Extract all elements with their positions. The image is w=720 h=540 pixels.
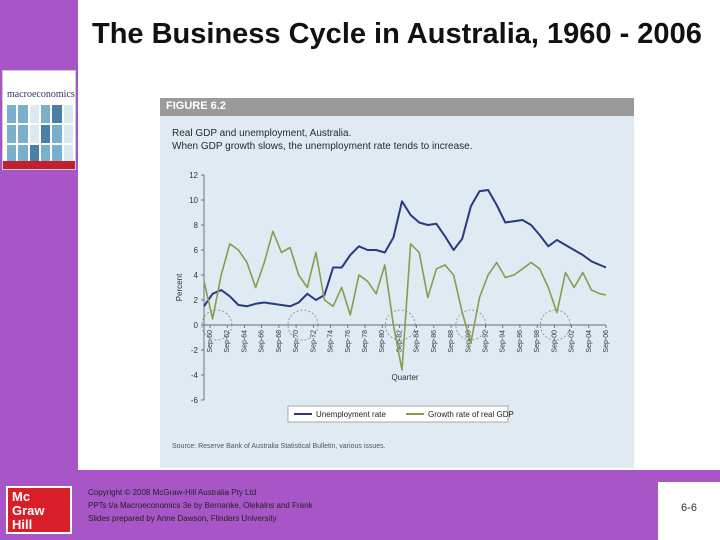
y-tick-label: -6 xyxy=(191,396,199,405)
recession-marker xyxy=(539,309,571,341)
legend-label-gdp-growth: Growth rate of real GDP xyxy=(428,410,514,419)
slide-number-box xyxy=(658,482,720,540)
book-cover-title: macroeconomics xyxy=(7,89,75,100)
x-tick-label: Sep-90 xyxy=(465,330,472,353)
x-tick-label: Sep-92 xyxy=(482,330,489,353)
figure-badge: FIGURE 6.2 xyxy=(160,98,634,116)
x-tick-label: Sep-86 xyxy=(431,330,438,353)
x-tick-label: Sep-82 xyxy=(396,330,403,353)
x-tick-label: Sep-66 xyxy=(259,330,266,353)
logo-line-2: Graw xyxy=(12,503,45,518)
legend-label-unemployment: Unemployment rate xyxy=(316,410,386,419)
recession-marker xyxy=(287,309,319,341)
legend-box xyxy=(287,405,509,423)
x-tick-label: Sep-78 xyxy=(362,330,369,353)
figure-subtitle-1: Real GDP and unemployment, Australia. xyxy=(172,128,352,139)
x-tick-label: Sep-76 xyxy=(345,330,352,353)
footer-ppt-credit: PPTs t/a Macroeconomics 3e by Bernanke, … xyxy=(88,501,313,510)
figure-subtitle-2: When GDP growth slows, the unemployment … xyxy=(172,141,473,152)
series-line-gdp-growth xyxy=(203,230,607,371)
x-tick-label: Sep-72 xyxy=(310,330,317,353)
y-tick-label: 10 xyxy=(189,196,198,205)
footer-copyright: Copyright © 2008 McGraw-Hill Australia P… xyxy=(88,488,257,497)
chart: -6 -4 -2 0 2 4 6 8 10 12 Percent Sep-60 Sep-62 Sep-64… xyxy=(175,171,610,423)
y-tick-label: 8 xyxy=(194,221,199,230)
y-tick-label: -4 xyxy=(191,371,199,380)
y-axis-label: Percent xyxy=(175,273,184,301)
y-tick-label: 4 xyxy=(194,271,199,280)
x-tick-label: Sep-98 xyxy=(534,330,541,353)
x-tick-label: Sep-60 xyxy=(207,330,214,353)
book-cover: macroeconomics xyxy=(2,70,76,170)
x-tick-label: Sep-64 xyxy=(241,330,248,353)
book-cover-band xyxy=(3,161,75,169)
x-tick-label: Sep-80 xyxy=(379,330,386,353)
y-tick-label: 12 xyxy=(189,171,198,180)
recession-marker xyxy=(201,309,233,341)
x-tick-label: Sep-04 xyxy=(586,330,593,353)
recession-marker xyxy=(384,309,416,341)
slide-title: The Business Cycle in Australia, 1960 - … xyxy=(92,18,702,50)
y-tick-label: 0 xyxy=(194,321,199,330)
x-tick-label: Sep-96 xyxy=(517,330,524,353)
x-tick-label: Sep-94 xyxy=(500,330,507,353)
slide-number: 6-6 xyxy=(681,502,697,514)
y-tick-label: 6 xyxy=(194,246,199,255)
footer-slide-credit: Slides prepared by Anne Dawson, Flinders… xyxy=(88,514,277,523)
x-tick-label: Sep-84 xyxy=(414,330,421,353)
book-cover-pattern xyxy=(7,105,73,163)
recession-marker xyxy=(455,309,487,341)
x-tick-label: Sep-62 xyxy=(224,330,231,353)
x-axis-label: Quarter xyxy=(391,373,418,382)
logo-line-1: Mc xyxy=(12,489,31,504)
x-tick-label: Sep-06 xyxy=(603,330,610,353)
x-tick-label: Sep-88 xyxy=(448,330,455,353)
logo-line-3: Hill xyxy=(12,517,33,532)
x-tick-label: Sep-68 xyxy=(276,330,283,353)
footer-bar xyxy=(78,470,720,540)
y-tick-label: 2 xyxy=(194,296,199,305)
series-line-unemployment xyxy=(203,189,607,308)
x-tick-label: Sep-00 xyxy=(551,330,558,353)
y-tick-label: -2 xyxy=(191,346,199,355)
x-tick-label: Sep-74 xyxy=(328,330,335,353)
x-tick-label: Sep-02 xyxy=(569,330,576,353)
figure-source: Source: Reserve Bank of Australia Statis… xyxy=(172,443,386,450)
x-tick-label: Sep-70 xyxy=(293,330,300,353)
figure-label: FIGURE 6.2 xyxy=(166,100,226,112)
title-area xyxy=(78,0,720,100)
mcgraw-hill-logo: Mc Graw Hill xyxy=(6,486,72,534)
